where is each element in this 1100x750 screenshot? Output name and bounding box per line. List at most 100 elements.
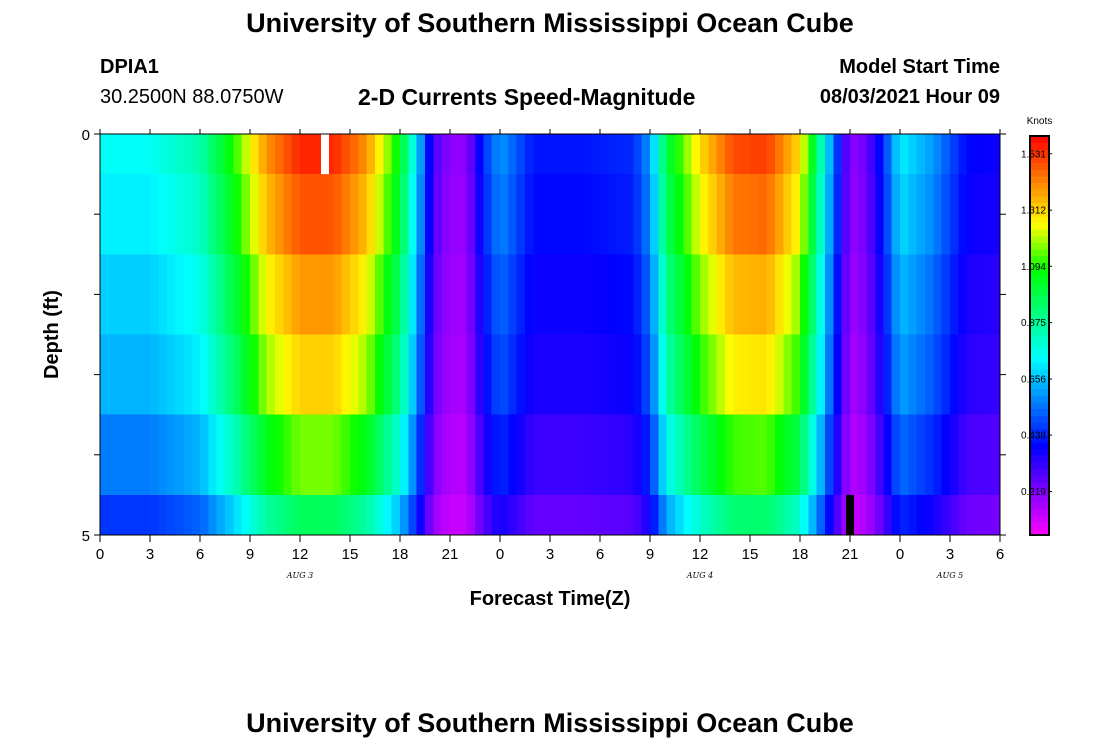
colorbar-segment: [1030, 149, 1049, 157]
colorbar-segment: [1030, 142, 1049, 150]
heatmap-cell: [591, 134, 601, 175]
heatmap-cell: [200, 134, 209, 175]
heatmap-cell: [833, 174, 843, 255]
heatmap-cell: [883, 254, 893, 335]
heatmap-cell: [250, 494, 259, 535]
x-tick-label: 15: [742, 546, 759, 563]
heatmap-cell: [508, 254, 518, 335]
colorbar-segment: [1030, 295, 1049, 303]
colorbar-segment: [1030, 441, 1049, 450]
heatmap-cell: [875, 414, 884, 495]
heatmap-cell: [950, 414, 959, 495]
heatmap-cell: [941, 494, 951, 535]
colorbar-segment: [1030, 175, 1049, 184]
heatmap-cell: [608, 494, 618, 535]
colorbar-segment: [1030, 475, 1049, 483]
heatmap-cell: [583, 254, 593, 335]
heatmap-cell: [391, 174, 401, 255]
heatmap-cell: [741, 134, 751, 175]
heatmap-cell: [425, 494, 434, 535]
heatmap-cell: [700, 334, 709, 415]
heatmap-cell: [833, 414, 843, 495]
heatmap-cell: [458, 494, 468, 535]
heatmap-cell: [375, 334, 384, 415]
heatmap-cell: [791, 414, 801, 495]
heatmap-cell: [858, 414, 868, 495]
heatmap-cell: [416, 174, 426, 255]
heatmap-cell: [883, 334, 893, 415]
heatmap-cell: [675, 494, 684, 535]
heatmap-cell: [983, 334, 993, 415]
heatmap-cell: [741, 174, 751, 255]
heatmap-cell: [183, 254, 193, 335]
heatmap-cell: [408, 174, 418, 255]
heatmap-cell: [133, 414, 143, 495]
colorbar-segment: [1030, 155, 1049, 164]
heatmap-cell: [241, 494, 251, 535]
heatmap-cell: [783, 174, 793, 255]
heatmap-cell: [766, 134, 776, 175]
heatmap-cell: [525, 334, 534, 415]
heatmap-cell: [716, 334, 726, 415]
colorbar-tick-label: 0.438: [1021, 431, 1046, 442]
heatmap-cell: [183, 494, 193, 535]
heatmap-cell: [825, 414, 834, 495]
heatmap-cell: [225, 334, 234, 415]
colorbar-segment: [1030, 481, 1049, 489]
heatmap-cell: [966, 254, 976, 335]
heatmap-cell: [200, 494, 209, 535]
heatmap-cell: [650, 254, 659, 335]
heatmap-cell: [683, 414, 693, 495]
heatmap-cell: [383, 334, 393, 415]
heatmap-cell: [891, 494, 901, 535]
heatmap-cell: [391, 494, 401, 535]
heatmap-cell: [466, 174, 476, 255]
heatmap-cell: [191, 494, 201, 535]
heatmap-cell: [933, 134, 943, 175]
heatmap-cell: [333, 134, 343, 175]
heatmap-cell: [916, 414, 926, 495]
heatmap-cell: [716, 414, 726, 495]
heatmap-cell: [308, 254, 318, 335]
heatmap-cell: [191, 174, 201, 255]
colorbar-segment: [1030, 195, 1049, 203]
heatmap-cell: [250, 174, 259, 255]
heatmap-cell: [166, 134, 176, 175]
heatmap-cell: [958, 254, 968, 335]
heatmap-cell: [166, 414, 176, 495]
heatmap-cell: [983, 254, 993, 335]
heatmap-cell: [683, 174, 693, 255]
heatmap-cell: [983, 174, 993, 255]
heatmap-cell: [983, 134, 993, 175]
heatmap-cell: [400, 414, 409, 495]
heatmap-cell: [600, 254, 609, 335]
heatmap-cell: [341, 414, 351, 495]
x-tick-label: 0: [96, 546, 104, 563]
heatmap-cell: [350, 494, 359, 535]
heatmap-cell: [266, 134, 276, 175]
heatmap-cell: [608, 174, 618, 255]
heatmap-cell: [850, 494, 859, 535]
colorbar-segment: [1030, 515, 1049, 523]
heatmap-cell: [616, 134, 626, 175]
heatmap-cell: [308, 414, 318, 495]
heatmap-cell: [816, 134, 826, 175]
colorbar-tick-label: 1.531: [1021, 149, 1046, 160]
heatmap-cell: [541, 414, 551, 495]
heatmap-cell: [116, 494, 126, 535]
heatmap-cell: [550, 494, 559, 535]
heatmap-cell: [300, 174, 309, 255]
heatmap-cell: [366, 494, 376, 535]
colorbar-segment: [1030, 302, 1049, 310]
colorbar-segment: [1030, 342, 1049, 350]
heatmap-cell: [200, 414, 209, 495]
colorbar-segment: [1030, 362, 1049, 370]
heatmap-cell: [775, 254, 784, 335]
heatmap-cell: [266, 334, 276, 415]
heatmap-cell: [275, 414, 284, 495]
x-tick-label: 12: [692, 546, 709, 563]
heatmap-cell: [491, 254, 501, 335]
colorbar-segment: [1030, 501, 1049, 509]
heatmap-cell: [150, 414, 159, 495]
heatmap-cell: [433, 494, 443, 535]
